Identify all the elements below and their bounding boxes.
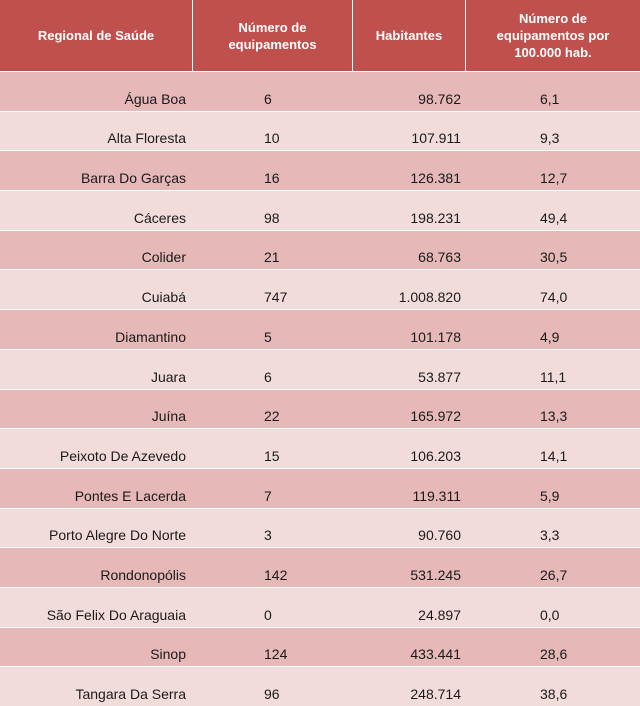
cell-rate: 5,9 — [540, 487, 560, 504]
cell-region: Juína — [151, 408, 186, 425]
header-divider — [465, 0, 466, 71]
cell-region: Peixoto De Azevedo — [59, 447, 186, 464]
cell-hab: 433.441 — [410, 646, 461, 663]
cell-hab: 90.760 — [418, 527, 461, 544]
cell-region: Alta Floresta — [107, 130, 186, 147]
cell-equip: 15 — [264, 447, 280, 464]
cell-equip: 96 — [264, 686, 280, 702]
table-row: Diamantino 5 101.178 4,9 — [0, 309, 640, 349]
cell-equip: 98 — [264, 209, 280, 226]
table-row: Cáceres 98 198.231 49,4 — [0, 190, 640, 230]
cell-region: São Felix Do Araguaia — [46, 606, 186, 623]
cell-equip: 7 — [264, 487, 272, 504]
table-row: Barra Do Garças 16 126.381 12,7 — [0, 150, 640, 191]
header-rate-line2: equipamentos por — [496, 28, 610, 43]
cell-region: Cuiabá — [141, 289, 186, 306]
cell-equip: 142 — [264, 566, 288, 583]
cell-equip: 0 — [264, 606, 272, 623]
cell-hab: 126.381 — [410, 170, 461, 187]
cell-equip: 6 — [264, 368, 272, 385]
table-row: Rondonopólis 142 531.245 26,7 — [0, 547, 640, 587]
cell-rate: 49,4 — [540, 209, 568, 226]
cell-region: Porto Alegre Do Norte — [49, 527, 186, 544]
table-row: Porto Alegre Do Norte 3 90.760 3,3 — [0, 507, 640, 548]
table-row: Cuiabá 747 1.008.820 74,0 — [0, 269, 640, 310]
header-equip: Número de equipamentos — [193, 0, 352, 71]
cell-region: Colider — [141, 249, 186, 266]
cell-rate: 0,0 — [540, 606, 560, 623]
cell-region: Água Boa — [124, 90, 187, 107]
cell-rate: 11,1 — [540, 368, 567, 385]
cell-hab: 24.897 — [418, 606, 461, 623]
cell-rate: 14,1 — [540, 447, 568, 464]
cell-rate: 28,6 — [540, 646, 568, 663]
cell-region: Pontes E Lacerda — [74, 487, 186, 504]
header-rate: Número de equipamentos por 100.000 hab. — [466, 0, 640, 71]
cell-hab: 107.911 — [411, 130, 461, 147]
table-row: Peixoto De Azevedo 15 106.203 14,1 — [0, 428, 640, 468]
header-rate-line1: Número de — [519, 11, 587, 26]
cell-rate: 6,1 — [540, 90, 560, 107]
table-row: Juína 22 165.972 13,3 — [0, 388, 640, 429]
header-divider — [352, 0, 353, 71]
cell-region: Juara — [150, 368, 186, 385]
header-hab-label: Habitantes — [375, 28, 443, 43]
cell-rate: 9,3 — [540, 130, 560, 147]
cell-equip: 16 — [264, 170, 280, 187]
header-divider — [192, 0, 193, 71]
cell-equip: 124 — [264, 646, 288, 663]
table-row: Pontes E Lacerda 7 119.311 5,9 — [0, 467, 640, 508]
cell-region: Tangara Da Serra — [75, 686, 186, 702]
cell-rate: 74,0 — [540, 289, 568, 306]
cell-region: Sinop — [150, 646, 186, 663]
cell-hab: 531.245 — [410, 566, 461, 583]
cell-region: Barra Do Garças — [80, 170, 186, 187]
cell-hab: 101.178 — [410, 328, 461, 345]
header-equip-line2: equipamentos — [228, 36, 317, 52]
table-row: Colider 21 68.763 30,5 — [0, 229, 640, 270]
header-equip-label: Número de equipamentos — [228, 19, 316, 53]
table-row: Água Boa 6 98.762 6,1 — [0, 71, 640, 111]
cell-equip: 21 — [264, 249, 280, 266]
cell-hab: 248.714 — [410, 686, 461, 702]
table-row: Sinop 124 433.441 28,6 — [0, 626, 640, 667]
cell-equip: 6 — [264, 90, 272, 107]
header-equip-line1: Número de — [238, 19, 307, 35]
cell-region: Cáceres — [133, 209, 186, 226]
cell-equip: 3 — [264, 527, 272, 544]
cell-rate: 12,7 — [540, 170, 568, 187]
cell-region: Rondonopólis — [100, 566, 186, 583]
header-rate-label: Número de equipamentos por 100.000 hab. — [497, 10, 610, 61]
header-rate-line3: 100.000 hab. — [514, 45, 592, 60]
cell-hab: 106.203 — [410, 447, 461, 464]
cell-region: Diamantino — [115, 328, 186, 345]
cell-hab: 68.763 — [418, 249, 461, 266]
cell-rate: 26,7 — [540, 566, 568, 583]
cell-rate: 38,6 — [540, 686, 568, 702]
table-body: Água Boa 6 98.762 6,1 Alta Floresta 10 1… — [0, 71, 640, 706]
cell-hab: 98.762 — [418, 90, 461, 107]
cell-hab: 53.877 — [418, 368, 461, 385]
cell-rate: 30,5 — [540, 249, 568, 266]
table-row: Alta Floresta 10 107.911 9,3 — [0, 110, 640, 151]
header-hab: Habitantes — [353, 0, 465, 71]
table-row: Tangara Da Serra 96 248.714 38,6 — [0, 666, 640, 706]
cell-equip: 10 — [264, 130, 280, 147]
cell-rate: 4,9 — [540, 328, 560, 345]
header-region-label: Regional de Saúde — [37, 28, 155, 43]
cell-rate: 3,3 — [540, 527, 560, 544]
table-row: São Felix Do Araguaia 0 24.897 0,0 — [0, 586, 640, 627]
cell-hab: 198.231 — [410, 209, 461, 226]
cell-hab: 165.972 — [410, 408, 461, 425]
table-header: Regional de Saúde Número de equipamentos… — [0, 0, 640, 71]
cell-hab: 1.008.820 — [398, 289, 461, 306]
header-region: Regional de Saúde — [0, 0, 192, 71]
cell-equip: 5 — [264, 328, 272, 345]
cell-rate: 13,3 — [540, 408, 568, 425]
cell-hab: 119.311 — [412, 487, 461, 504]
cell-equip: 22 — [264, 408, 280, 425]
cell-equip: 747 — [264, 289, 288, 306]
table-row: Juara 6 53.877 11,1 — [0, 348, 640, 389]
